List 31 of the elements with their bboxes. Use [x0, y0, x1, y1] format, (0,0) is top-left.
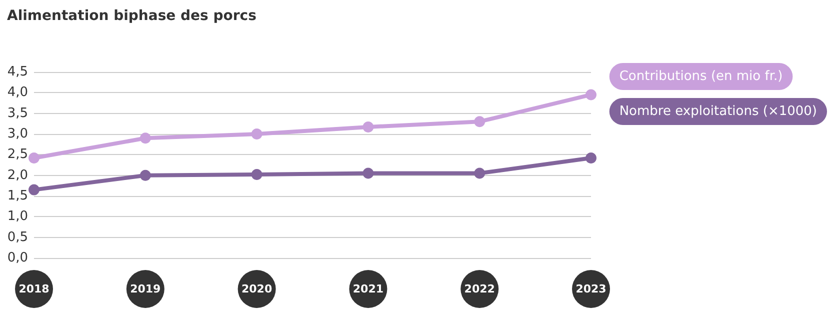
x-tick-label: 2019 [130, 282, 161, 296]
y-tick-label: 4,0 [7, 85, 28, 100]
point [474, 168, 486, 179]
series-label: Contributions (en mio fr.) [619, 69, 783, 84]
point [28, 152, 40, 164]
y-tick-label: 1,5 [7, 188, 28, 204]
y-tick-label: 1,0 [7, 209, 28, 224]
x-tick-label: 2018 [18, 282, 50, 296]
x-tick-label: 2021 [352, 282, 384, 296]
chart-title: Alimentation biphase des porcs [7, 8, 256, 24]
x-tick-label: 2023 [576, 282, 606, 296]
point [586, 152, 596, 164]
y-tick-label: 2,0 [7, 168, 28, 183]
point [251, 128, 262, 140]
y-tick-label: 4,5 [7, 64, 28, 80]
point [28, 184, 40, 196]
x-tick-label: 2022 [464, 282, 495, 296]
y-tick-label: 0,5 [7, 230, 28, 245]
point [362, 168, 374, 179]
y-tick-label: 2,5 [7, 147, 28, 162]
x-tick-label: 2020 [241, 282, 272, 296]
point [140, 132, 151, 144]
text: Nombre exploitations (×1000) [619, 104, 818, 119]
point [586, 89, 596, 100]
point [251, 169, 262, 180]
y-tick-label: 3,0 [7, 126, 28, 142]
point [474, 116, 486, 128]
y-tick-label: 0,0 [7, 250, 28, 266]
y-tick-label: 3,5 [7, 106, 28, 121]
point [362, 121, 374, 132]
point [140, 170, 151, 181]
